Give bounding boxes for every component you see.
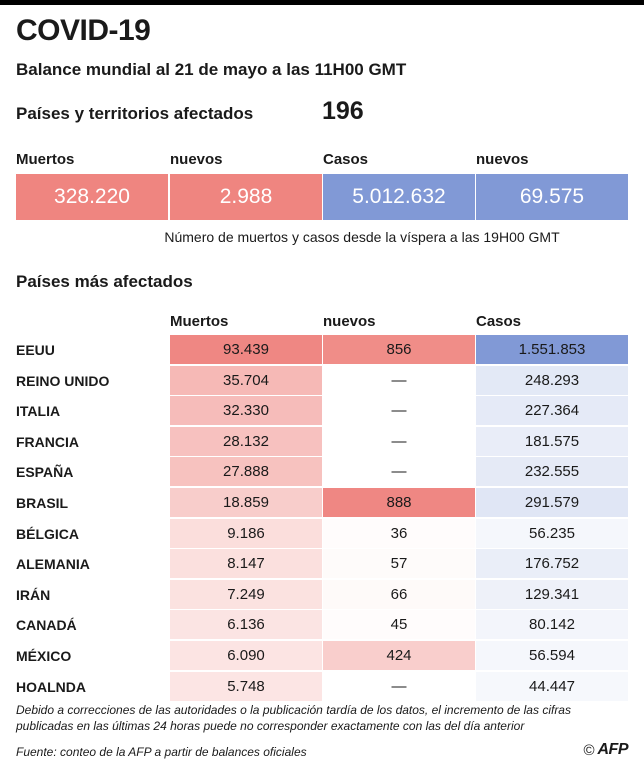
deaths-cell: 8.147	[170, 549, 322, 579]
column-header-deaths: Muertos	[170, 313, 229, 330]
summary-label-new-deaths: nuevos	[170, 151, 223, 168]
new-deaths-cell: 45	[323, 610, 475, 640]
cases-cell: 129.341	[476, 579, 628, 609]
country-name: BRASIL	[16, 495, 69, 511]
page-title: COVID-19	[16, 14, 151, 47]
cases-cell: 248.293	[476, 365, 628, 395]
table-row: CANADÁ 6.136 45 80.142	[0, 610, 644, 640]
table-row: REINO UNIDO 35.704—248.293	[0, 365, 644, 396]
cases-cell: 56.594	[476, 641, 628, 670]
summary-label-cases: Casos	[323, 151, 369, 168]
new-deaths-cell: 57	[323, 549, 475, 579]
cases-cell: 44.447	[476, 671, 628, 701]
deaths-cell: 9.186	[170, 518, 322, 548]
cases-cell: 227.364	[476, 396, 628, 426]
summary-note: Número de muertos y casos desde la víspe…	[164, 229, 560, 245]
new-deaths-cell: 66	[323, 579, 475, 609]
table-row: EEUU 93.439 856 1.551.853	[0, 335, 644, 365]
source-credit: Fuente: conteo de la AFP a partir de bal…	[16, 745, 307, 759]
country-name: EEUU	[16, 342, 55, 358]
cases-cell: 56.235	[476, 518, 628, 548]
deaths-cell: 6.136	[170, 610, 322, 640]
country-name: CANADÁ	[16, 617, 77, 634]
deaths-cell: 7.249	[170, 579, 322, 609]
table-row: HOALNDA 5.748—44.447	[0, 671, 644, 702]
country-name: ESPAÑA	[16, 464, 74, 481]
footnote: Debido a correcciones de las autoridades…	[16, 703, 571, 733]
summary-box-cases: 5.012.632	[323, 174, 475, 220]
new-deaths-cell: —	[323, 671, 475, 701]
new-deaths-cell: —	[323, 426, 475, 456]
summary-label-new-cases: nuevos	[476, 151, 529, 168]
deaths-cell: 35.704	[170, 365, 322, 395]
afp-logo: © AFP	[583, 741, 628, 759]
page-subtitle: Balance mundial al 21 de mayo a las 11H0…	[16, 60, 407, 79]
cases-cell: 232.555	[476, 457, 628, 487]
new-deaths-cell: —	[323, 365, 475, 395]
copyright-icon: ©	[583, 741, 595, 759]
country-name: BÉLGICA	[16, 525, 79, 542]
cases-cell: 181.575	[476, 426, 628, 456]
top-rule	[0, 0, 644, 5]
country-name: MÉXICO	[16, 648, 72, 664]
new-deaths-cell: —	[323, 457, 475, 487]
new-deaths-cell: —	[323, 396, 475, 426]
deaths-cell: 6.090	[170, 641, 322, 670]
new-deaths-cell: 36	[323, 518, 475, 548]
summary-label-deaths: Muertos	[16, 151, 75, 168]
deaths-cell: 93.439	[170, 335, 322, 364]
summary-box-new-deaths: 2.988	[170, 174, 322, 220]
new-deaths-cell: 424	[323, 641, 475, 670]
deaths-cell: 28.132	[170, 426, 322, 456]
summary-box-deaths: 328.220	[16, 174, 168, 220]
afp-logo-text: AFP	[597, 741, 629, 758]
table-row: ITALIA 32.330—227.364	[0, 396, 644, 426]
affected-label: Países y territorios afectados	[16, 104, 254, 123]
table-row: IRÁN 7.249 66 129.341	[0, 579, 644, 610]
cases-cell: 176.752	[476, 549, 628, 579]
new-deaths-cell: 888	[323, 488, 475, 517]
column-header-cases: Casos	[476, 313, 522, 330]
table-row: FRANCIA 28.132—181.575	[0, 426, 644, 457]
table-row: ALEMANIA 8.147 57 176.752	[0, 549, 644, 579]
column-header-new: nuevos	[323, 313, 376, 330]
country-name: REINO UNIDO	[16, 372, 110, 389]
table-row: BÉLGICA 9.186 36 56.235	[0, 518, 644, 549]
summary-box-new-cases: 69.575	[476, 174, 628, 220]
cases-cell: 80.142	[476, 610, 628, 640]
deaths-cell: 5.748	[170, 671, 322, 701]
new-deaths-cell: 856	[323, 335, 475, 364]
table-row: BRASIL 18.859 888 291.579	[0, 488, 644, 518]
deaths-cell: 32.330	[170, 396, 322, 426]
affected-value: 196	[322, 97, 364, 125]
country-name: IRÁN	[16, 586, 51, 603]
country-name: ALEMANIA	[16, 556, 90, 573]
country-name: ITALIA	[16, 403, 61, 420]
table-row: ESPAÑA 27.888—232.555	[0, 457, 644, 487]
deaths-cell: 27.888	[170, 457, 322, 487]
table-row: MÉXICO 6.090 424 56.594	[0, 641, 644, 671]
cases-cell: 1.551.853	[476, 335, 628, 364]
deaths-cell: 18.859	[170, 488, 322, 517]
country-name: HOALNDA	[16, 678, 86, 695]
cases-cell: 291.579	[476, 488, 628, 517]
section-title: Países más afectados	[16, 272, 193, 291]
country-name: FRANCIA	[16, 433, 79, 450]
